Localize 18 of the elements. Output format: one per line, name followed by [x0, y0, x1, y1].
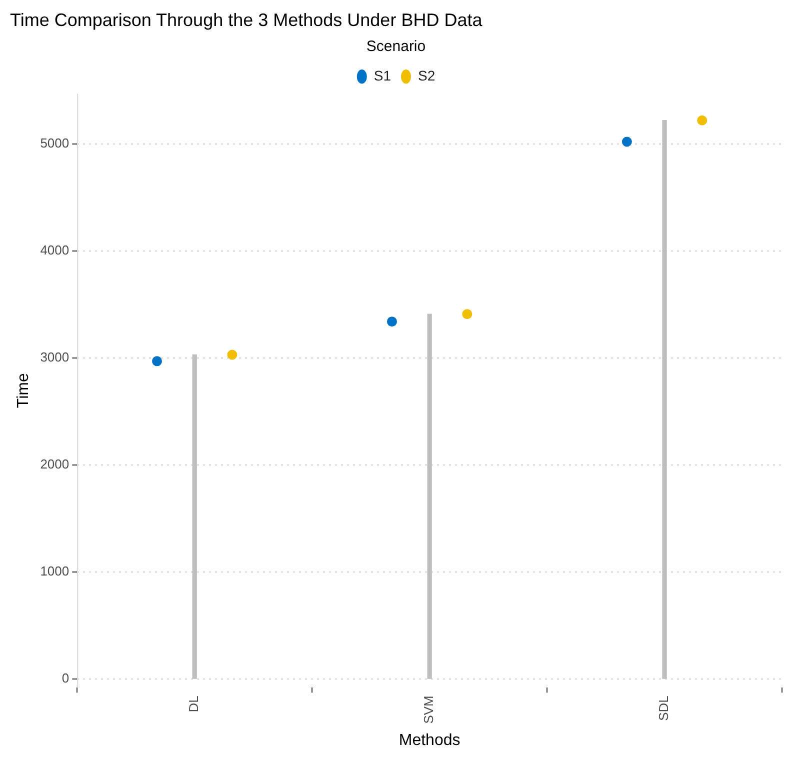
bar — [427, 314, 432, 679]
x-axis-title: Methods — [398, 732, 460, 749]
chart-title: Time Comparison Through the 3 Methods Under BHD Data — [10, 10, 484, 30]
bar — [662, 120, 667, 679]
y-tick-label: 3000 — [40, 350, 70, 365]
y-tick-label: 1000 — [40, 564, 70, 579]
y-tick-label: 0 — [62, 670, 70, 686]
y-tick-label: 5000 — [40, 135, 70, 150]
legend-title: Scenario — [366, 38, 426, 56]
x-tick-label: SDL — [656, 696, 672, 721]
y-tick-label: 4000 — [40, 242, 70, 258]
y-axis-title: Time — [15, 373, 32, 408]
x-tick-label: DL — [186, 696, 202, 712]
x-tick-label: SVM — [421, 696, 436, 724]
legend-label: S2 — [418, 67, 436, 84]
legend-label: S1 — [374, 67, 392, 84]
y-tick-label: 2000 — [40, 456, 70, 472]
bar — [192, 354, 197, 679]
